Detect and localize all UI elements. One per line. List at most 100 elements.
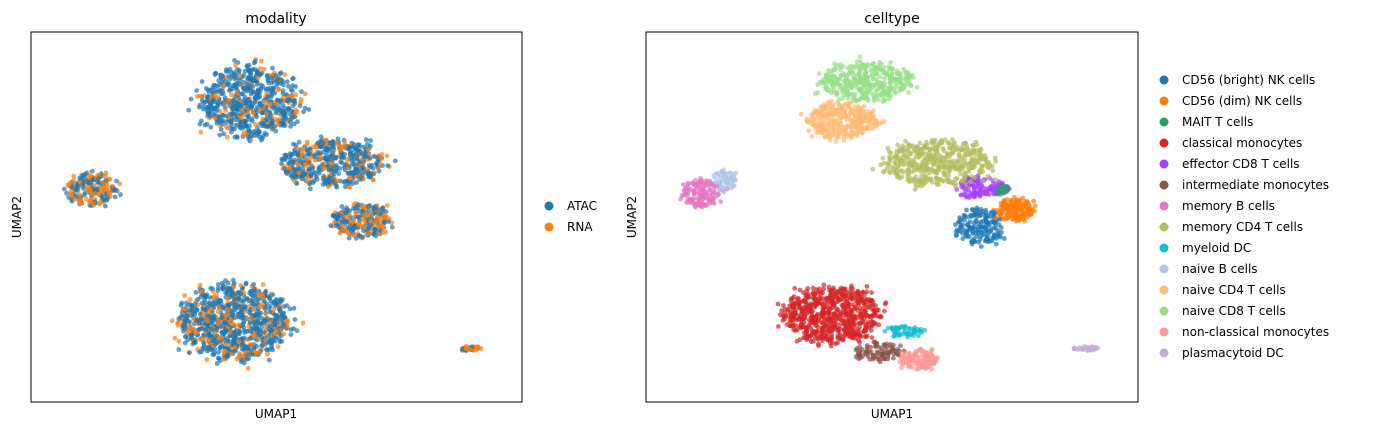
celltype-point: [901, 169, 907, 175]
celltype-point: [1001, 236, 1007, 241]
modality-point: [288, 119, 293, 125]
modality-point: [460, 346, 466, 352]
modality-point: [291, 305, 297, 311]
modality-point: [350, 181, 356, 187]
modality-point: [201, 104, 207, 109]
celltype-point: [886, 149, 892, 155]
modality-point: [223, 108, 229, 113]
modality-point: [319, 139, 325, 145]
celltype-point: [825, 337, 831, 343]
modality-point: [211, 352, 217, 357]
celltype-point: [816, 120, 821, 126]
modality-point: [341, 179, 347, 185]
celltype-point: [780, 318, 786, 323]
modality-point: [202, 122, 208, 128]
modality-point: [199, 118, 204, 124]
modality-point: [384, 203, 390, 208]
celltype-point: [864, 112, 870, 118]
modality-point: [256, 89, 261, 94]
modality-point: [88, 199, 94, 204]
modality-point: [227, 347, 233, 353]
modality-point: [258, 328, 264, 334]
modality-point: [265, 351, 270, 357]
modality-point: [225, 338, 230, 344]
celltype-point: [797, 287, 803, 293]
modality-point: [298, 97, 304, 102]
modality-point: [241, 314, 246, 320]
modality-point: [383, 229, 388, 235]
celltype-point: [835, 335, 841, 341]
modality-point: [251, 307, 256, 313]
celltype-point: [957, 171, 963, 177]
celltype-point: [858, 298, 864, 304]
modality-point: [192, 301, 198, 306]
modality-point: [244, 100, 250, 105]
modality-point: [360, 208, 366, 214]
celltype-point: [872, 339, 878, 345]
celltype-point: [969, 156, 975, 162]
modality-point: [72, 186, 78, 192]
modality-point: [295, 119, 300, 125]
modality-point: [372, 210, 378, 216]
celltype-point: [959, 192, 965, 198]
celltype-point: [832, 108, 838, 114]
modality-point: [196, 104, 202, 110]
modality-point: [186, 350, 192, 355]
modality-point: [233, 105, 239, 111]
celltype-point: [957, 218, 963, 224]
modality-point: [253, 121, 258, 127]
celltype-point: [906, 169, 911, 175]
celltype-point: [845, 65, 851, 71]
modality-point: [274, 78, 280, 84]
celltype-point: [993, 177, 998, 183]
celltype-point: [820, 301, 825, 307]
celltype-point: [711, 201, 717, 206]
modality-point: [302, 105, 308, 111]
modality-point: [339, 160, 345, 166]
modality-point: [193, 339, 198, 345]
modality-point: [202, 293, 207, 298]
modality-point: [308, 173, 314, 179]
modality-point: [228, 292, 234, 297]
modality-point: [221, 349, 226, 354]
celltype-point: [930, 180, 935, 185]
modality-point: [364, 166, 370, 172]
modality-point: [324, 152, 329, 158]
modality-point: [358, 169, 364, 175]
modality-point: [349, 219, 355, 225]
modality-point: [218, 126, 224, 132]
celltype-point: [868, 344, 873, 350]
modality-point: [201, 332, 206, 338]
modality-point: [97, 201, 103, 206]
modality-point: [370, 177, 376, 183]
modality-point: [266, 347, 272, 353]
modality-point: [273, 110, 279, 116]
modality-point: [290, 76, 296, 81]
celltype-point: [971, 221, 977, 227]
celltype-point: [992, 155, 998, 161]
modality-point: [360, 234, 366, 240]
modality-point: [85, 178, 90, 184]
modality-point: [188, 96, 194, 102]
modality-point: [207, 295, 213, 300]
modality-point: [110, 183, 115, 189]
modality-point: [307, 151, 312, 157]
modality-point: [279, 313, 285, 318]
modality-point: [229, 86, 235, 92]
modality-point: [257, 332, 262, 338]
modality-point: [182, 320, 188, 326]
modality-point: [342, 184, 348, 190]
celltype-point: [952, 140, 958, 145]
modality-point: [269, 121, 274, 127]
modality-point: [203, 86, 209, 91]
modality-point: [346, 235, 352, 241]
modality-point: [203, 327, 209, 332]
modality-point: [255, 300, 260, 306]
celltype-point: [814, 329, 820, 334]
modality-point: [366, 225, 371, 231]
celltype-point: [962, 214, 967, 220]
modality-point: [267, 309, 273, 315]
modality-point: [359, 151, 365, 157]
celltype-point: [964, 222, 970, 228]
modality-point: [229, 351, 235, 357]
